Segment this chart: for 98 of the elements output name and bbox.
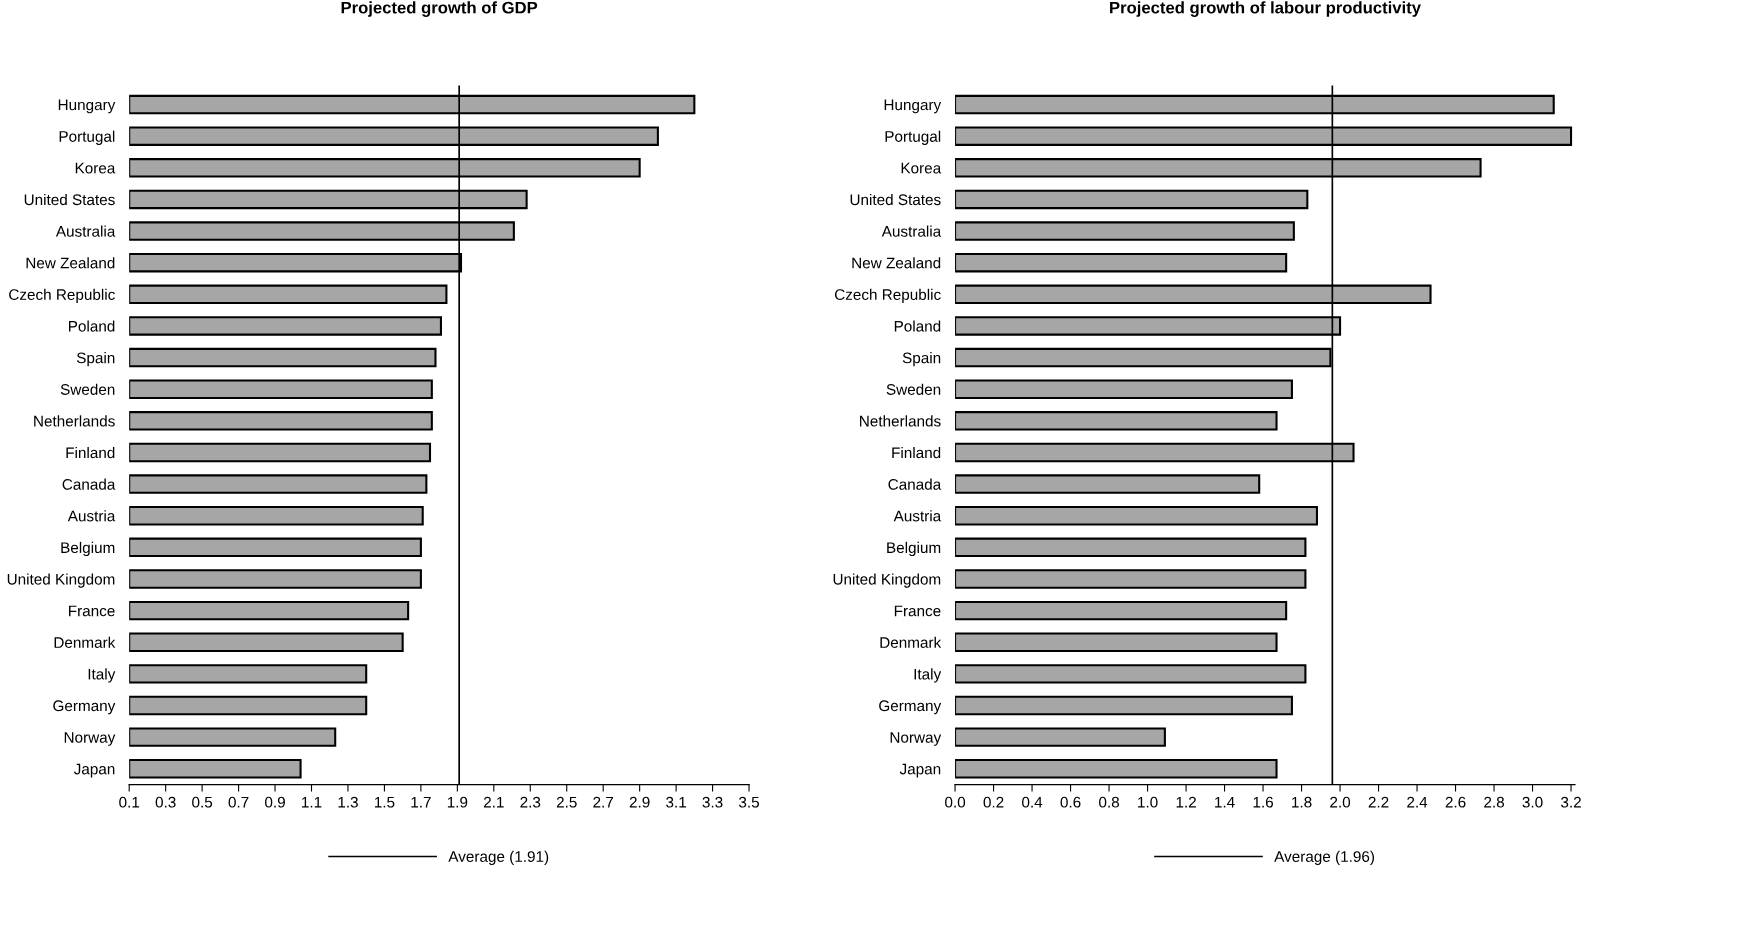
y-tick-label: Portugal [885,130,941,145]
y-tick-label: Australia [55,225,116,237]
y-tick-label: New Zealand [26,257,115,269]
y-tick-label: Poland [69,320,115,332]
y-tick-label: Czech Republic [9,288,115,304]
x-tick-label: 1.5 [374,796,395,808]
y-tick-label: Korea [901,162,942,174]
x-tick-label: 2.8 [1484,796,1504,808]
x-tick-label: 0.5 [192,796,213,808]
y-tick-label: Austria [67,510,116,522]
y-tick-label: Netherlands [860,415,941,427]
y-tick-label: Australia [881,225,942,237]
y-tick-label: Norway [890,732,942,746]
x-tick-label: 0.0 [945,796,966,808]
x-tick-label: 3.5 [739,796,760,808]
bar [955,569,1307,589]
y-tick-label: Czech Republic [834,288,941,304]
x-tick-label: 2.6 [1445,796,1466,808]
x-tick-label: 2.2 [1368,796,1389,808]
x-tick-label: 0.2 [983,796,1004,808]
x-tick-label: 2.7 [593,796,614,808]
y-tick-label: Sweden [60,383,115,395]
x-tick-label: 1.1 [302,796,322,808]
y-tick-label: Denmark [880,636,942,648]
y-tick-label: Canada [888,478,942,490]
y-tick-label: Poland [894,320,941,332]
y-tick-label: France [894,605,941,617]
x-tick-label: 0.8 [1099,796,1120,808]
y-tick-label: Belgium [61,541,115,557]
y-tick-label: Canada [62,478,116,490]
bar [955,600,1288,621]
y-tick-label: Sweden [886,383,941,395]
y-tick-label: Spain [76,352,115,367]
y-tick-label: United States [850,193,941,206]
x-tick-label: 0.1 [119,796,140,808]
bar [955,632,1278,652]
x-tick-label: 1.4 [1215,796,1235,808]
bar [955,411,1278,431]
y-tick-label: Austria [893,510,942,522]
x-tick-label: 3.2 [1561,796,1581,808]
y-tick-label: France [69,605,115,617]
bar [955,727,1166,747]
bar [955,664,1307,684]
bar [955,252,1288,273]
y-tick-label: Germany [53,700,116,715]
y-tick-label: Germany [879,700,942,715]
x-tick-label: 1.8 [1292,796,1312,808]
ref-line-label: Average (1.91) [448,850,549,865]
x-tick-label: 0.3 [155,796,176,808]
x-tick-label: 1.3 [338,796,358,808]
ref-line-label: Average (1.96) [1274,850,1375,865]
y-tick-label: Portugal [59,130,115,145]
x-tick-label: 1.0 [1138,796,1158,808]
y-tick-label: New Zealand [852,257,941,269]
x-tick-label: 2.5 [556,796,577,808]
x-tick-label: 3.3 [702,796,723,808]
bar [955,759,1278,779]
bar [955,474,1261,494]
x-tick-label: 2.0 [1330,796,1351,808]
y-tick-label: Japan [899,763,941,778]
y-tick-label: Hungary [884,99,942,114]
y-tick-label: Denmark [54,636,116,648]
bar [955,379,1293,399]
y-tick-label: Finland [892,446,941,459]
bar [955,695,1293,716]
x-tick-label: 1.7 [411,796,431,808]
chart-title: Projected growth of GDP [341,1,538,17]
y-tick-label: Hungary [58,99,116,114]
x-tick-label: 0.6 [1060,796,1081,808]
y-tick-label: Korea [75,162,116,174]
chart-title: Projected growth of labour productivity [1110,1,1421,17]
bar [955,189,1309,210]
x-tick-label: 3.1 [666,796,686,808]
x-tick-label: 2.3 [520,796,541,808]
x-tick-label: 0.4 [1022,796,1043,808]
y-tick-label: Belgium [887,541,941,557]
x-tick-label: 1.9 [447,796,468,808]
y-tick-label: Netherlands [34,415,115,427]
x-tick-label: 2.4 [1407,796,1428,808]
y-tick-label: United Kingdom [7,573,115,588]
x-tick-label: 2.9 [629,796,650,808]
x-tick-label: 1.2 [1176,796,1196,808]
bar [955,221,1295,241]
x-tick-label: 0.9 [265,796,285,808]
y-tick-label: Finland [66,446,115,459]
bar [955,537,1307,558]
y-tick-label: Spain [902,352,941,367]
y-tick-label: Japan [73,763,115,778]
y-tick-label: Italy [914,668,942,683]
y-tick-label: United Kingdom [833,573,941,588]
x-tick-label: 0.7 [228,796,249,808]
x-tick-label: 3.0 [1522,796,1543,808]
x-tick-label: 2.1 [483,796,504,808]
y-tick-label: Norway [64,732,116,746]
y-tick-label: United States [24,193,115,206]
bar [955,506,1318,526]
x-tick-label: 1.6 [1253,796,1273,808]
y-tick-label: Italy [88,668,116,683]
